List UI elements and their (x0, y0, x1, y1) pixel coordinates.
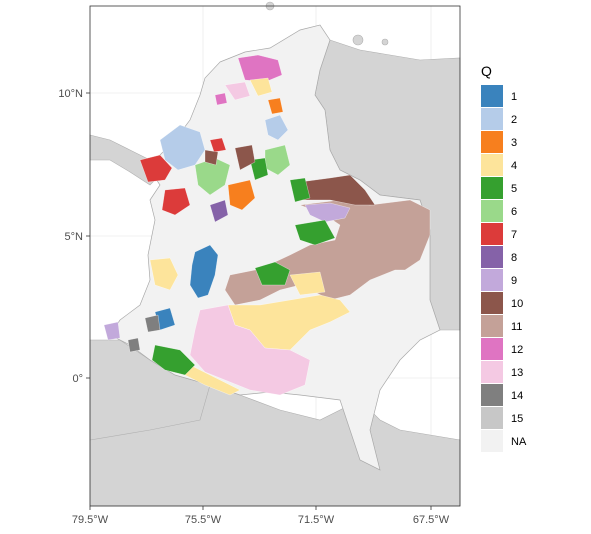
neighbor-countries (89, 1, 461, 507)
region-q10 (299, 174, 376, 206)
legend-label: 7 (511, 229, 517, 241)
region-q4-c (149, 257, 179, 291)
lat-tick-label: 10°N (58, 88, 83, 100)
legend-label: 13 (511, 367, 523, 379)
legend-swatch (481, 384, 503, 406)
legend-label: 5 (511, 183, 517, 195)
region-q2-b (264, 114, 289, 141)
region-q10-b (234, 144, 256, 171)
legend-label: 9 (511, 275, 517, 287)
region-q7-b (161, 187, 191, 216)
region-q4-b (289, 271, 326, 296)
region-q9 (304, 202, 351, 223)
region-q10-c (204, 149, 219, 166)
lon-tick-label: 71.5°W (298, 514, 335, 526)
legend-swatch (481, 361, 503, 383)
region-q5-b (151, 344, 196, 376)
region-q5-e (249, 157, 269, 181)
region-q12 (237, 54, 283, 83)
legend-label: 14 (511, 390, 523, 402)
legend-swatch (481, 292, 503, 314)
x-axis: 79.5°W 75.5°W 71.5°W 67.5°W (72, 506, 450, 526)
regions (103, 54, 431, 396)
region-q5-c (294, 219, 336, 246)
region-q14 (144, 314, 161, 333)
region-q13-b (224, 81, 251, 101)
island-1 (352, 34, 364, 46)
legend-swatch (481, 154, 503, 176)
region-q5 (254, 261, 291, 286)
lat-tick-label: 5°N (65, 231, 84, 243)
legend-label: 4 (511, 160, 517, 172)
island-2 (381, 38, 389, 46)
region-q9-b (103, 321, 121, 341)
legend-swatch (481, 246, 503, 268)
region-q3 (227, 179, 256, 211)
legend-swatch (481, 407, 503, 429)
legend-swatch (481, 430, 503, 452)
legend-swatch (481, 338, 503, 360)
lon-tick-label: 67.5°W (413, 514, 450, 526)
region-q13 (189, 304, 311, 396)
lon-tick-label: 79.5°W (72, 514, 109, 526)
region-q4-e (249, 77, 273, 97)
legend-label: 6 (511, 206, 517, 218)
legend-swatch (481, 200, 503, 222)
y-axis: 10°N 5°N 0° (58, 88, 90, 385)
region-q7-c (209, 137, 227, 153)
legend-swatch (481, 108, 503, 130)
region-q3-b (267, 97, 284, 115)
region-q12-b (214, 92, 228, 106)
legend-swatch (481, 315, 503, 337)
legend-label: NA (511, 436, 527, 448)
legend-title: Q (481, 63, 492, 79)
legend-label: 12 (511, 344, 523, 356)
legend-swatch (481, 223, 503, 245)
legend-swatch (481, 269, 503, 291)
region-q2 (159, 124, 206, 171)
legend-label: 10 (511, 298, 523, 310)
legend-swatch (481, 85, 503, 107)
lon-tick-label: 75.5°W (185, 514, 222, 526)
panel-border (89, 5, 461, 507)
region-q8 (209, 199, 229, 223)
legend-label: 15 (511, 413, 523, 425)
region-q4-d (179, 359, 241, 396)
region-q1 (189, 244, 219, 299)
region-q5-d (289, 177, 311, 203)
region-q7 (139, 154, 173, 183)
legend-swatch (481, 177, 503, 199)
legend-label: 2 (511, 114, 517, 126)
legend-label: 11 (511, 321, 522, 333)
legend-label: 8 (511, 252, 517, 264)
region-q14-b (127, 337, 141, 353)
lat-tick-label: 0° (72, 373, 83, 385)
legend-swatch (481, 131, 503, 153)
legend-label: 1 (511, 91, 517, 103)
legend-label: 3 (511, 137, 517, 149)
